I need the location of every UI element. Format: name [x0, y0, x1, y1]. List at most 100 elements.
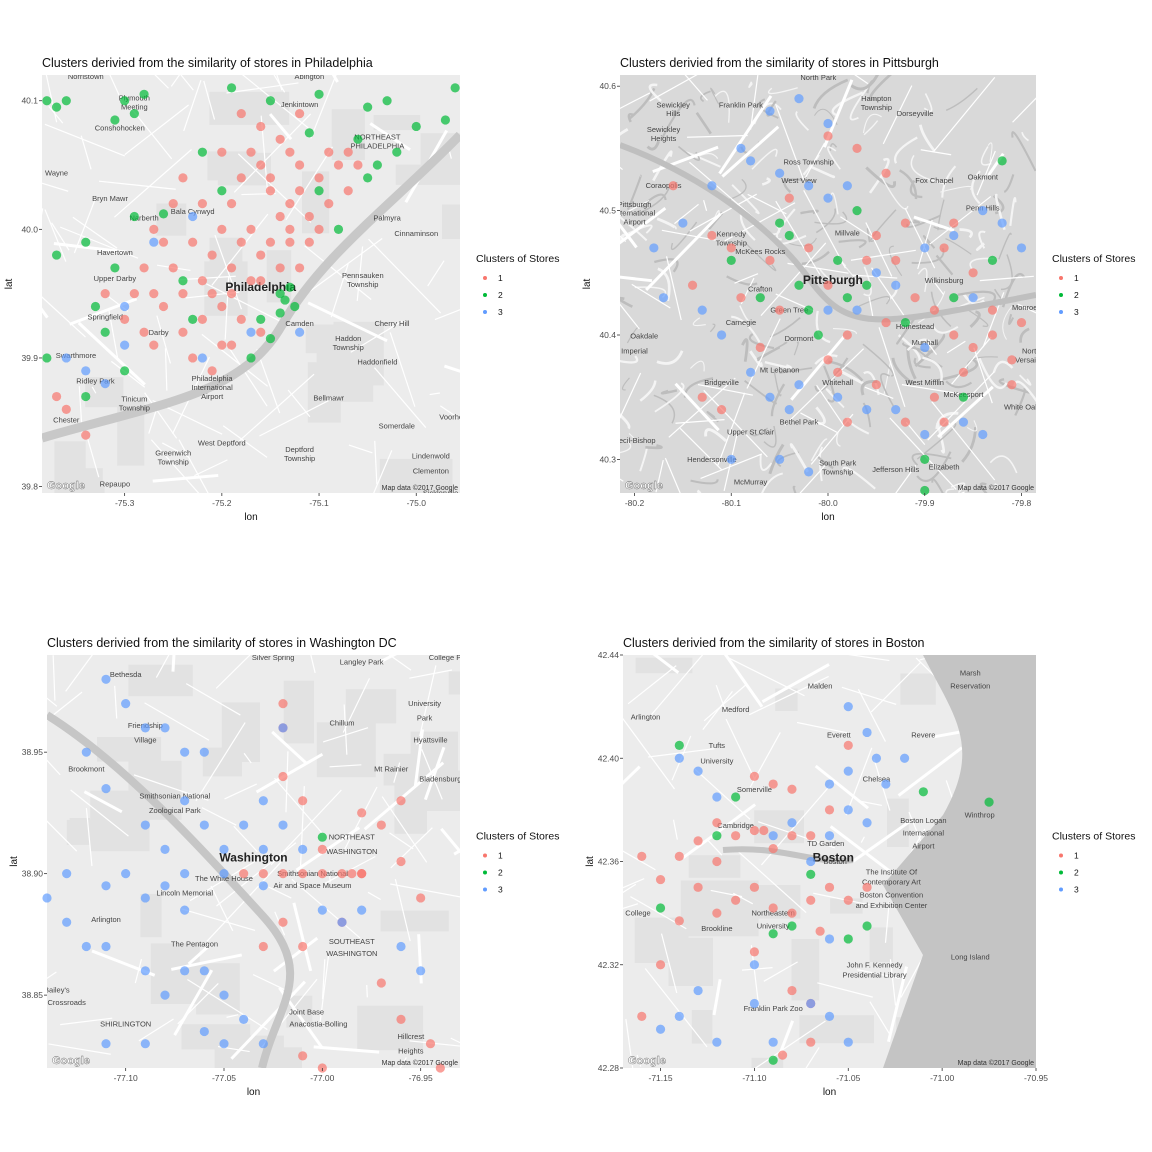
- store-point-cluster-3: [712, 1037, 722, 1047]
- store-point-cluster-1: [396, 1014, 406, 1025]
- store-point-cluster-3: [749, 998, 760, 1009]
- store-point-cluster-3: [180, 869, 190, 879]
- map-place-label: Arlington: [631, 713, 661, 722]
- y-tick-label: 40.1: [21, 96, 38, 106]
- map-background: Marsh Reservation Malden Arlington Medford Ev…: [623, 655, 1036, 1068]
- store-point-cluster-3: [824, 934, 835, 944]
- map-place-label: Whitehall: [822, 378, 853, 387]
- store-point-cluster-3: [716, 330, 727, 340]
- store-point-cluster-3: [806, 856, 816, 867]
- store-point-cluster-2: [842, 293, 852, 303]
- map-place-label: Hills: [666, 109, 680, 118]
- store-point-cluster-3: [746, 156, 756, 166]
- store-point-cluster-2: [217, 186, 227, 196]
- map-place-label: TD Garden: [807, 839, 844, 848]
- store-point-cluster-3: [997, 218, 1007, 228]
- store-point-cluster-1: [265, 237, 276, 247]
- store-point-cluster-1: [929, 392, 940, 402]
- map-place-label: Franklin Park: [719, 100, 763, 109]
- store-point-cluster-1: [777, 1050, 788, 1060]
- store-point-cluster-3: [768, 1037, 778, 1047]
- map-place-label: Darby: [149, 328, 169, 337]
- store-point-cluster-3: [239, 1014, 249, 1025]
- map-place-label: Hendersonville: [687, 455, 737, 464]
- map-attribution: Map data ©2017 Google: [382, 484, 458, 492]
- store-point-cluster-3: [658, 293, 669, 303]
- store-point-cluster-3: [140, 723, 150, 733]
- store-point-cluster-3: [765, 106, 775, 116]
- store-point-cluster-3: [62, 869, 72, 879]
- store-point-cluster-1: [256, 121, 266, 132]
- x-tick-label: -79.8: [1012, 498, 1032, 508]
- store-point-cluster-1: [324, 199, 334, 209]
- store-point-cluster-3: [62, 917, 72, 927]
- x-tick-label: -71.05: [836, 1073, 860, 1083]
- store-point-cluster-1: [1007, 380, 1017, 390]
- map-place-label: Munhall: [912, 338, 939, 347]
- map-place-label: SOUTHEAST: [329, 937, 375, 946]
- map-place-label: College: [625, 909, 650, 918]
- y-tick-label: 38.90: [22, 869, 44, 879]
- store-point-cluster-3: [678, 218, 688, 228]
- store-point-cluster-1: [693, 836, 703, 846]
- x-axis-label: lon: [247, 1087, 260, 1098]
- store-point-cluster-1: [333, 160, 344, 170]
- store-point-cluster-3: [697, 305, 707, 315]
- map-place-label: Millvale: [835, 228, 860, 237]
- store-point-cluster-2: [158, 209, 169, 219]
- store-point-cluster-1: [749, 947, 760, 957]
- store-point-cluster-2: [314, 186, 324, 196]
- store-point-cluster-1: [278, 771, 288, 782]
- store-point-cluster-3: [920, 429, 930, 440]
- x-tick-label: -80.2: [625, 498, 645, 508]
- city-label: Pittsburgh: [803, 273, 863, 287]
- map-place-label: Carnegie: [726, 318, 756, 327]
- map-place-label: The Institute Of: [866, 867, 918, 876]
- store-point-cluster-3: [712, 792, 722, 802]
- store-point-cluster-1: [852, 143, 862, 153]
- map-place-label: Oakdale: [630, 332, 658, 341]
- map-place-label: Sewickley: [647, 125, 681, 134]
- y-axis-label: lat: [585, 856, 596, 867]
- store-point-cluster-2: [862, 280, 872, 290]
- store-point-cluster-2: [120, 96, 130, 106]
- legend-entry-3: 3: [498, 885, 503, 895]
- map-place-label: Sicklerville: [423, 489, 458, 498]
- store-point-cluster-2: [363, 173, 373, 183]
- chart-panel-washington-dc: Clusters derivied from the similarity of…: [0, 576, 576, 1152]
- store-point-cluster-2: [120, 366, 130, 376]
- map-place-label: Tufts: [709, 741, 726, 750]
- map-place-label: Bridgeville: [704, 378, 739, 387]
- store-point-cluster-1: [749, 825, 760, 836]
- store-point-cluster-3: [101, 941, 111, 952]
- store-point-cluster-2: [768, 929, 778, 939]
- store-point-cluster-2: [920, 454, 930, 465]
- store-point-cluster-3: [806, 998, 816, 1009]
- store-point-cluster-1: [278, 917, 288, 927]
- store-point-cluster-3: [396, 941, 406, 952]
- map-place-label: College Park: [429, 653, 472, 662]
- map-place-label: Heights: [398, 1046, 424, 1055]
- map-place-label: NORTHEAST: [354, 132, 401, 141]
- store-point-cluster-2: [275, 289, 285, 299]
- y-tick-label: 39.8: [21, 482, 38, 492]
- map-place-label: Medford: [722, 705, 750, 714]
- store-point-cluster-1: [726, 243, 736, 253]
- store-point-cluster-2: [775, 218, 785, 228]
- store-point-cluster-3: [736, 143, 746, 153]
- map-place-label: Mt Lebanon: [760, 365, 800, 374]
- x-axis-label: lon: [244, 512, 257, 523]
- map-place-label: Cherry Hill: [374, 319, 409, 328]
- y-tick-label: 42.28: [598, 1063, 620, 1073]
- store-point-cluster-1: [823, 355, 833, 365]
- store-point-cluster-3: [199, 747, 209, 757]
- store-point-cluster-1: [862, 882, 872, 892]
- store-point-cluster-3: [140, 1039, 150, 1049]
- store-point-cluster-1: [217, 224, 227, 234]
- store-point-cluster-3: [197, 353, 207, 363]
- store-point-cluster-2: [285, 282, 295, 292]
- store-point-cluster-3: [180, 747, 190, 757]
- legend-title: Clusters of Stores: [476, 253, 559, 265]
- map-place-label: Imperial: [621, 347, 648, 356]
- map-place-label: Boston Convention: [860, 891, 923, 900]
